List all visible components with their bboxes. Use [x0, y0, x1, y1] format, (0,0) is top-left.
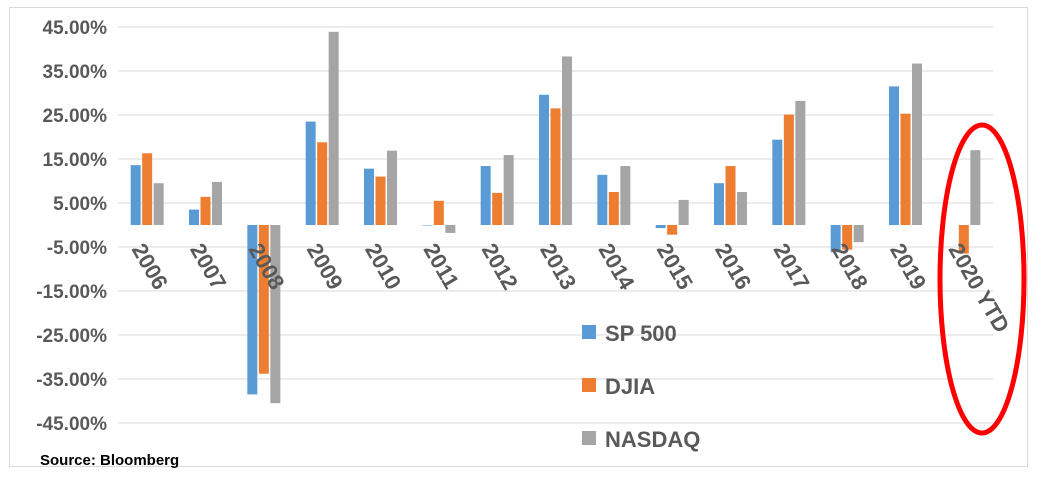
bar-nasdaq	[445, 225, 456, 233]
bar-sp-500	[714, 183, 724, 225]
bar-djia	[608, 192, 619, 225]
bar-sp-500	[889, 86, 899, 226]
legend: SP 500 DJIA NASDAQ	[582, 321, 700, 452]
bar-nasdaq	[270, 225, 281, 404]
y-tick-label: -15.00%	[36, 282, 107, 303]
bar-nasdaq	[970, 150, 981, 225]
legend-label: SP 500	[605, 321, 677, 346]
legend-label: DJIA	[605, 374, 655, 399]
y-tick-label: 25.00%	[43, 106, 108, 127]
x-tick-label: 2020 YTD	[944, 239, 1015, 337]
bar-nasdaq	[212, 181, 222, 225]
bar-djia	[433, 200, 444, 225]
bar-nasdaq	[912, 63, 922, 225]
bar-djia	[783, 114, 794, 225]
bar-djia	[900, 113, 911, 225]
bar-djia	[550, 108, 561, 225]
bar-sp-500	[772, 139, 783, 225]
bar-djia	[317, 142, 328, 225]
y-axis-ticks: 45.00% 35.00% 25.00% 15.00% 5.00% -5.00% -15.0…	[36, 18, 107, 435]
bar-djia	[667, 225, 678, 235]
bar-sp-500	[189, 209, 199, 225]
bar-djia	[375, 176, 386, 225]
bar-nasdaq	[620, 166, 631, 225]
bar-sp-500	[130, 165, 141, 225]
bar-sp-500	[305, 121, 316, 225]
bar-sp-500	[422, 225, 433, 226]
bar-djia	[842, 225, 853, 250]
bar-sp-500	[830, 225, 841, 253]
y-tick-label: -25.00%	[36, 326, 107, 347]
bar-djia	[142, 153, 153, 225]
highlight-ellipse	[937, 122, 1027, 436]
annotations	[937, 122, 1027, 436]
bar-sp-500	[247, 225, 258, 395]
bar-nasdaq	[153, 183, 164, 225]
bar-nasdaq	[737, 192, 747, 225]
bar-sp-500	[480, 166, 491, 225]
source-note: Source: Bloomberg	[40, 452, 179, 469]
bar-nasdaq	[853, 225, 864, 243]
bar-djia	[200, 196, 211, 225]
y-tick-label: 35.00%	[43, 62, 108, 83]
bars	[130, 31, 981, 404]
bar-nasdaq	[678, 199, 689, 225]
bar-nasdaq	[328, 31, 339, 226]
legend-swatch	[582, 325, 596, 339]
legend-swatch	[582, 431, 596, 445]
bar-djia	[958, 225, 969, 254]
y-tick-label: 45.00%	[43, 18, 108, 39]
bar-djia	[258, 225, 269, 374]
bar-djia	[492, 192, 503, 225]
legend-label: NASDAQ	[605, 427, 700, 452]
bar-sp-500	[597, 174, 608, 225]
bar-nasdaq	[795, 100, 806, 225]
y-tick-label: 15.00%	[43, 150, 108, 171]
chart-frame	[9, 7, 1028, 467]
bar-sp-500	[539, 94, 549, 225]
y-tick-label: -45.00%	[36, 414, 107, 435]
bar-djia	[725, 166, 736, 225]
bar-nasdaq	[562, 56, 572, 226]
bar-sp-500	[655, 225, 666, 229]
bar-nasdaq	[503, 155, 514, 225]
bar-nasdaq	[387, 150, 397, 225]
y-tick-label: -35.00%	[36, 370, 107, 391]
bar-sp-500	[364, 168, 374, 225]
legend-swatch	[582, 378, 596, 392]
y-tick-label: -5.00%	[47, 238, 107, 259]
y-tick-label: 5.00%	[53, 194, 107, 215]
